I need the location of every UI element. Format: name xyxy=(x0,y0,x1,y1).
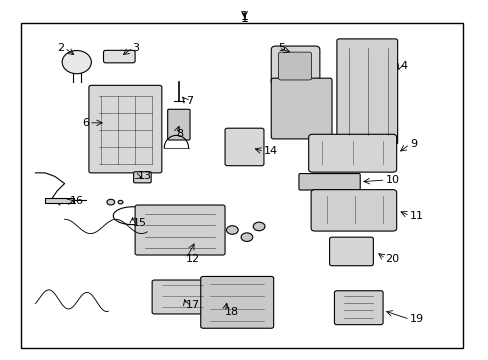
FancyBboxPatch shape xyxy=(103,50,135,63)
Text: 10: 10 xyxy=(385,175,399,185)
Text: 3: 3 xyxy=(132,43,140,53)
Text: 16: 16 xyxy=(69,197,83,206)
Text: 17: 17 xyxy=(186,300,200,310)
Circle shape xyxy=(241,233,252,242)
Text: 19: 19 xyxy=(409,314,423,324)
Text: 20: 20 xyxy=(385,253,399,264)
Circle shape xyxy=(253,222,264,231)
FancyBboxPatch shape xyxy=(336,39,397,144)
Text: 7: 7 xyxy=(186,96,193,107)
FancyBboxPatch shape xyxy=(329,237,372,266)
FancyBboxPatch shape xyxy=(152,280,212,314)
FancyBboxPatch shape xyxy=(21,23,462,348)
Text: 2: 2 xyxy=(58,43,64,53)
Text: 13: 13 xyxy=(137,171,151,181)
Text: 5: 5 xyxy=(278,43,285,53)
Ellipse shape xyxy=(62,50,91,74)
FancyBboxPatch shape xyxy=(45,198,74,203)
FancyBboxPatch shape xyxy=(334,291,382,325)
Text: 9: 9 xyxy=(409,139,416,149)
Circle shape xyxy=(118,201,122,204)
FancyBboxPatch shape xyxy=(135,205,224,255)
Text: 15: 15 xyxy=(132,218,146,228)
Text: 8: 8 xyxy=(176,129,183,139)
FancyBboxPatch shape xyxy=(308,134,396,172)
Text: 1: 1 xyxy=(240,12,248,25)
FancyBboxPatch shape xyxy=(89,85,162,173)
Text: 6: 6 xyxy=(82,118,89,128)
FancyBboxPatch shape xyxy=(278,52,311,80)
FancyBboxPatch shape xyxy=(271,46,319,85)
FancyBboxPatch shape xyxy=(201,276,273,328)
FancyBboxPatch shape xyxy=(298,174,360,190)
FancyBboxPatch shape xyxy=(271,78,331,139)
FancyBboxPatch shape xyxy=(133,172,151,183)
FancyBboxPatch shape xyxy=(224,128,264,166)
Text: 1: 1 xyxy=(240,10,248,23)
FancyBboxPatch shape xyxy=(310,190,396,231)
Circle shape xyxy=(107,199,115,205)
Text: 4: 4 xyxy=(399,61,407,71)
FancyBboxPatch shape xyxy=(167,109,190,140)
Text: 14: 14 xyxy=(264,147,278,157)
Text: 18: 18 xyxy=(224,307,239,317)
Circle shape xyxy=(226,226,238,234)
Text: 12: 12 xyxy=(186,253,200,264)
Text: 11: 11 xyxy=(409,211,423,221)
